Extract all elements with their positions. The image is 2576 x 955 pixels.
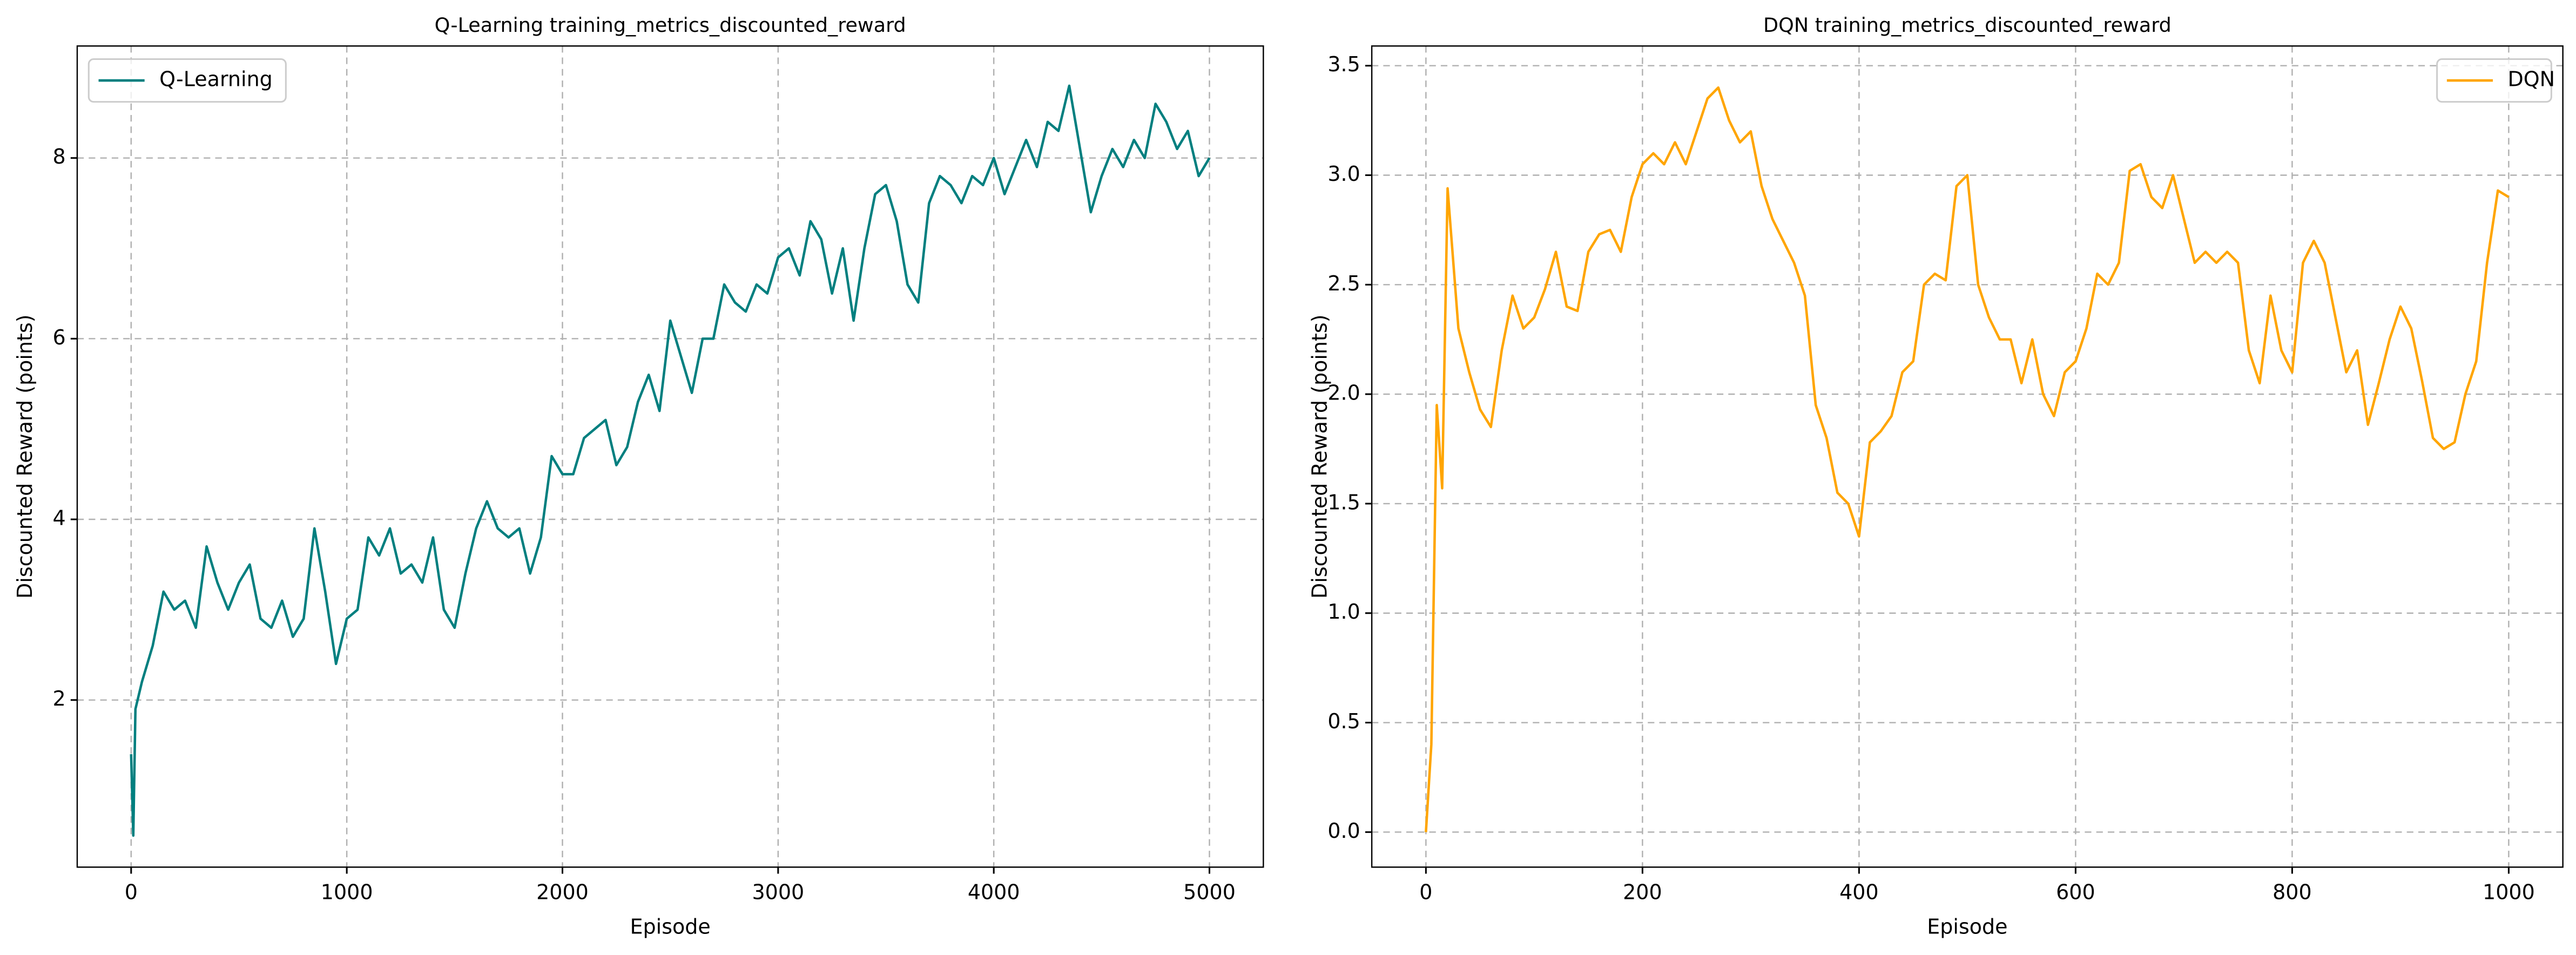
y-tick-label: 6 [52,326,65,349]
y-tick-label: 2.5 [1327,272,1360,295]
chart-title: Q-Learning training_metrics_discounted_r… [435,13,906,37]
y-tick-label: 2 [52,687,65,710]
x-tick-label: 200 [1623,880,1662,904]
y-tick-label: 4 [52,506,65,530]
x-tick-label: 0 [1419,880,1432,904]
plot-frame [76,45,1264,868]
x-tick-label: 0 [125,880,138,904]
x-tick-label: 4000 [968,880,1020,904]
y-tick-label: 8 [52,145,65,168]
y-tick-label: 1.5 [1327,490,1360,514]
y-tick-label: 2.0 [1327,381,1360,405]
legend-box [2436,58,2552,103]
legend-label: DQN [2507,67,2555,91]
y-tick-label: 1.0 [1327,600,1360,624]
y-tick-label: 0.0 [1327,819,1360,843]
legend-label: Q-Learning [159,67,273,91]
chart-title: DQN training_metrics_discounted_reward [1763,13,2172,37]
plot-frame [1371,45,2564,868]
x-axis-label: Episode [630,915,711,938]
y-tick-label: 3.0 [1327,162,1360,186]
x-tick-label: 800 [2272,880,2312,904]
legend-box [87,58,287,103]
x-tick-label: 400 [1839,880,1879,904]
y-axis-label: Discounted Reward (points) [1307,314,1331,599]
y-tick-label: 0.5 [1327,709,1360,733]
x-tick-label: 1000 [321,880,373,904]
x-tick-label: 2000 [536,880,589,904]
x-tick-label: 600 [2056,880,2095,904]
y-tick-label: 3.5 [1327,52,1360,76]
x-tick-label: 5000 [1183,880,1236,904]
x-tick-label: 3000 [752,880,804,904]
x-axis-label: Episode [1927,915,2007,938]
y-axis-label: Discounted Reward (points) [13,314,37,599]
data-line [130,84,1211,837]
x-tick-label: 1000 [2483,880,2535,904]
data-line [1425,86,2510,832]
